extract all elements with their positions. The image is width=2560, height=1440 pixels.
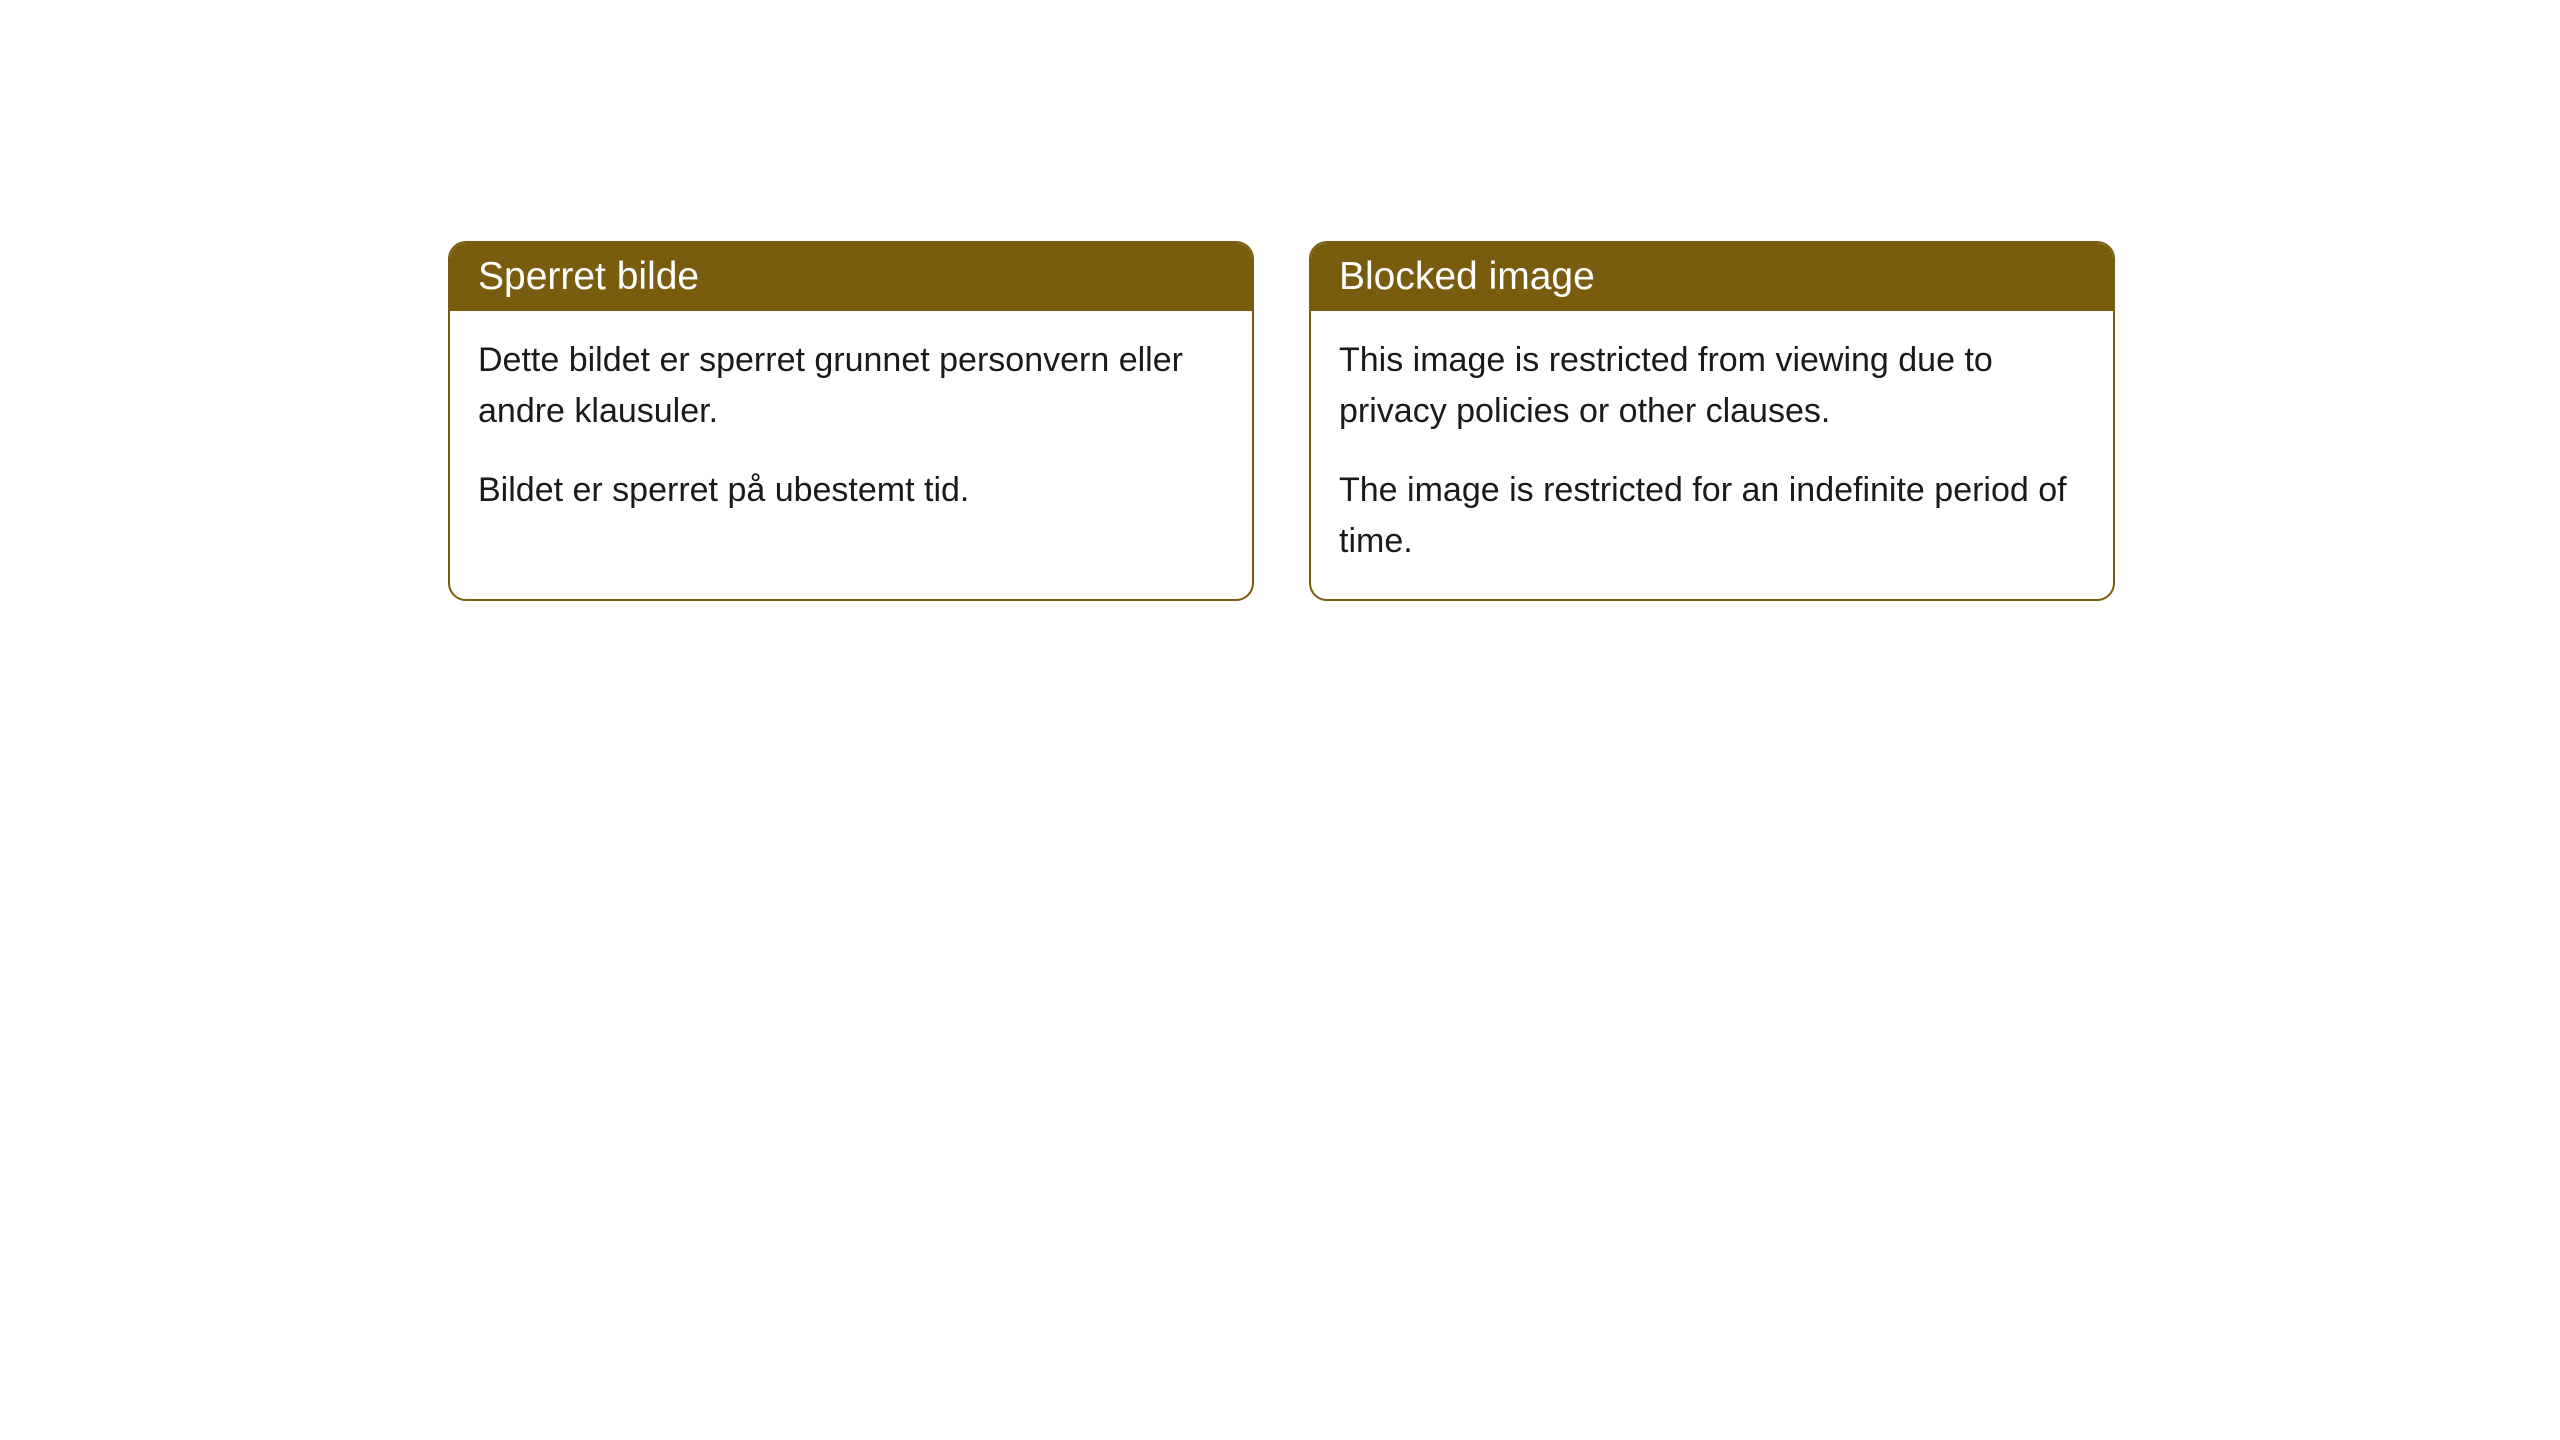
card-paragraph-1: Dette bildet er sperret grunnet personve… (478, 335, 1224, 437)
card-paragraph-1: This image is restricted from viewing du… (1339, 335, 2085, 437)
card-paragraph-2: The image is restricted for an indefinit… (1339, 465, 2085, 567)
card-title: Blocked image (1339, 255, 1595, 298)
card-header: Sperret bilde (450, 243, 1252, 311)
card-title: Sperret bilde (478, 255, 699, 298)
card-body: This image is restricted from viewing du… (1311, 311, 2113, 599)
notification-cards-container: Sperret bilde Dette bildet er sperret gr… (448, 241, 2115, 601)
blocked-image-card-norwegian: Sperret bilde Dette bildet er sperret gr… (448, 241, 1254, 601)
blocked-image-card-english: Blocked image This image is restricted f… (1309, 241, 2115, 601)
card-header: Blocked image (1311, 243, 2113, 311)
card-body: Dette bildet er sperret grunnet personve… (450, 311, 1252, 548)
card-paragraph-2: Bildet er sperret på ubestemt tid. (478, 465, 1224, 516)
